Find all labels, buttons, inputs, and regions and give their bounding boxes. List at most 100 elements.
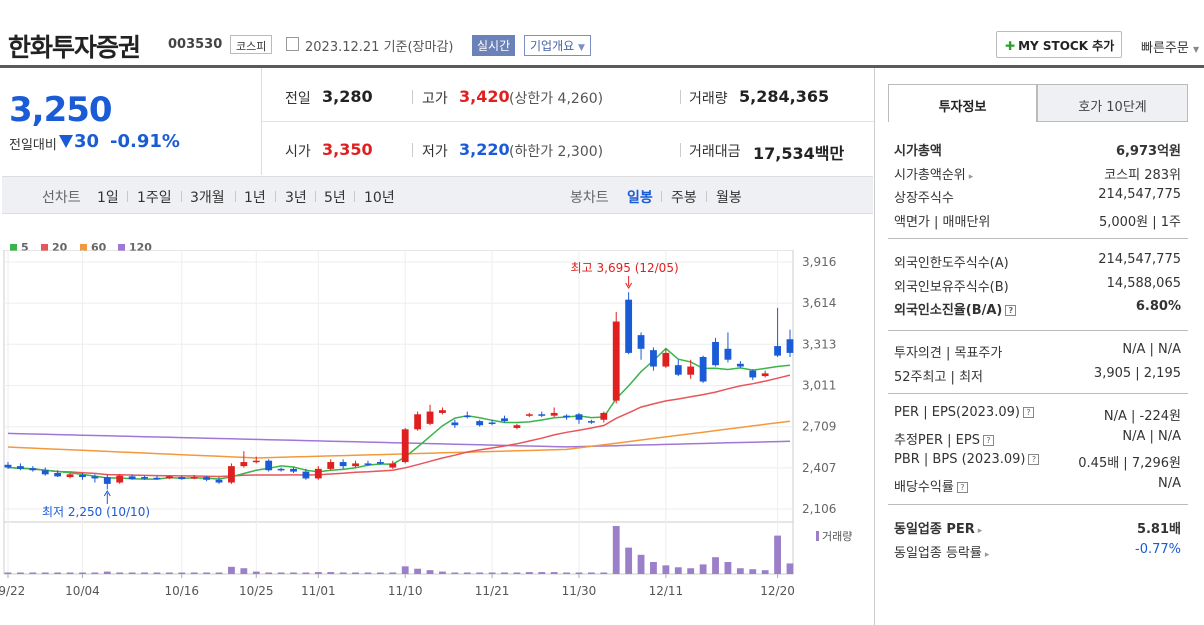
tab-orderbook[interactable]: 호가 10단계 [1037,84,1188,122]
invest-row-label-text: 외국인소진율(B/A) [894,303,1003,318]
period-3y[interactable]: 3년 [285,190,307,206]
x-tick-label: 12/11 [649,584,684,598]
volume-bar [252,571,260,574]
candle-body [314,468,322,479]
legend-ma120: 120 [118,241,152,254]
invest-row: 액면가 | 매매단위 5,000원 | 1주 [894,211,1181,233]
invest-row: 동일업종 PER ▸ 5.81배 [894,518,1181,540]
volume-bar [563,572,570,574]
open-label: 시가 [285,144,311,160]
volume-bar [91,572,99,574]
period-monthly[interactable]: 월봉 [716,190,742,206]
market-badge: 코스피 [230,35,273,54]
candle-body [302,471,310,479]
chevron-right-icon[interactable]: ▸ [968,171,974,182]
period-weekly[interactable]: 주봉 [671,190,697,206]
invest-row-value: 코스피 283위 [1104,167,1181,183]
volume-bar [550,572,558,574]
candle-body [16,466,24,469]
invest-row-value: -0.77% [1135,541,1181,557]
legend-ma60: 60 [80,241,106,254]
period-5y[interactable]: 5년 [324,190,346,206]
invest-row-label-text: 52주최고 | 최저 [894,369,983,385]
stock-code: 003530 [168,37,223,52]
invest-row: 외국인보유주식수(B) 14,588,065 [894,276,1181,298]
mystock-add-button[interactable]: ✚ MY STOCK 추가 [996,31,1122,58]
legend-swatch [80,244,87,251]
x-tick-label: 11/01 [301,584,336,598]
volume-bar [54,572,62,574]
price-chart: 3,916 3,614 3,313 3,011 2,709 2,407 2,106 09/22… [0,250,852,598]
help-icon[interactable]: ? [956,481,968,493]
candle-body [525,414,533,416]
volume-bar [699,564,707,574]
volume-bar [376,572,384,574]
low-annotation: 최저 2,250 (10/10) [42,505,150,519]
current-price: 3,250 [9,90,113,130]
invest-row-value: 5.81배 [1136,522,1181,537]
line-chart-label: 선차트 [42,190,81,206]
period-3m[interactable]: 3개월 [190,190,225,206]
volume-bar [451,572,459,574]
invest-row-label: PER | EPS(2023.09)? [894,405,1034,420]
invest-row-label-text: 추정PER | EPS [894,432,980,448]
invest-row-value: N/A | N/A [1122,342,1181,357]
amount-value: 17,534백만 [753,140,844,164]
candle-body [501,418,508,422]
invest-row-label-text: 시가총액순위 [894,167,966,183]
chevron-right-icon[interactable]: ▸ [977,526,983,536]
help-icon[interactable]: ? [1022,407,1034,418]
candle-body [352,463,359,467]
invest-row-label-text: PBR | BPS (2023.09) [894,452,1026,467]
realtime-button[interactable]: 실시간 [472,35,516,56]
tab-invest-info[interactable]: 투자정보 [888,84,1037,122]
open-value: 3,350 [322,140,373,159]
candle-body [128,476,136,480]
help-icon[interactable]: ? [982,434,994,446]
candle-body [761,373,769,377]
chevron-down-icon: ▼ [578,43,585,53]
candle-body [29,468,37,471]
calendar-icon [286,37,299,51]
candle-body [550,412,558,416]
candle-body [575,414,583,420]
invest-row-label-text: PER | EPS(2023.09) [894,405,1020,420]
panel-divider [888,238,1188,239]
amount-unit: 백만 [814,144,845,163]
volume-bar [153,572,161,574]
invest-row-label: 동일업종 PER ▸ [894,518,982,537]
x-tick-label: 09/22 [0,584,25,598]
candle-body [488,422,496,424]
amount-number: 17,534 [753,144,815,163]
period-1w[interactable]: 1주일 [137,190,172,206]
quick-order-dropdown[interactable]: 빠른주문 ▼ [1141,37,1199,56]
invest-row: PER | EPS(2023.09)? N/A | -224원 [894,405,1181,427]
x-tick-label: 11/21 [475,584,510,598]
period-1d[interactable]: 1일 [97,190,119,206]
volume-bar [575,572,583,574]
volume-bar [749,569,757,574]
chevron-right-icon[interactable]: ▸ [984,549,990,560]
help-icon[interactable]: ? [1028,454,1040,465]
period-daily[interactable]: 일봉 [627,190,653,206]
legend-ma5: 5 [10,241,29,254]
invest-row-value: 3,905 | 2,195 [1093,365,1181,381]
candle-body [103,477,111,484]
separator [680,143,681,157]
period-1y[interactable]: 1년 [244,190,266,206]
invest-row-value: N/A | -224원 [1103,409,1181,424]
corp-info-dropdown[interactable]: 기업개요 ▼ [524,35,591,56]
candle-body [426,411,434,424]
candle-body [4,464,12,468]
volume-bar [761,570,769,574]
volume-bar [476,572,484,574]
help-icon[interactable]: ? [1005,305,1017,316]
invest-row-value: N/A [1158,475,1181,491]
candle-body [662,352,670,367]
candle-body [376,462,384,464]
period-10y[interactable]: 10년 [364,190,395,206]
candle-body [513,425,521,428]
candle-body [165,476,173,479]
invest-row-label-text: 외국인보유주식수(B) [894,279,1009,295]
volume-bar [389,572,397,574]
